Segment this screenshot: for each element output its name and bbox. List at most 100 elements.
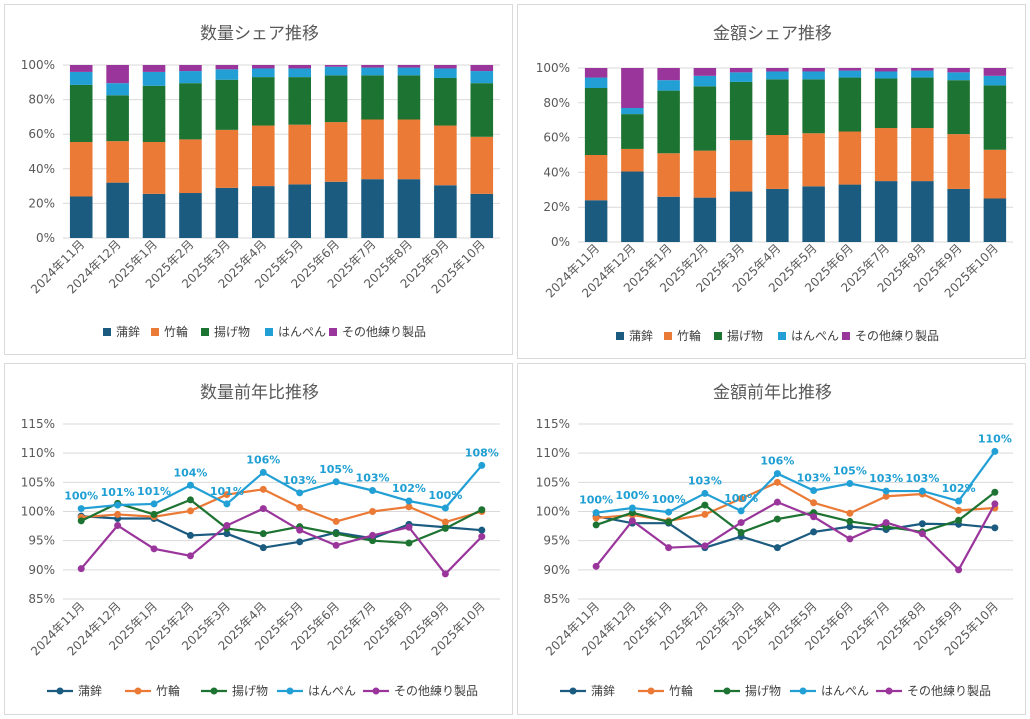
- bar-segment: [874, 68, 898, 72]
- legend-swatch: [616, 332, 624, 340]
- legend-marker: [56, 687, 64, 695]
- bar-segment: [657, 90, 680, 154]
- bar-segment: [69, 71, 93, 85]
- data-point: [737, 507, 745, 515]
- legend-label: はんぺん: [791, 329, 839, 343]
- y-tick-label: 20%: [28, 196, 55, 210]
- bar-segment: [947, 134, 970, 189]
- legend-label: はんぺん: [821, 684, 869, 698]
- y-tick-label: 95%: [28, 534, 55, 548]
- bar-segment: [838, 68, 862, 71]
- bar-segment: [434, 65, 457, 69]
- bar-segment: [106, 95, 129, 142]
- bar-segment: [911, 181, 934, 242]
- bar-segment: [69, 141, 93, 197]
- bar-segment: [802, 68, 825, 72]
- bar-segment: [470, 65, 494, 72]
- bar-segment: [838, 70, 862, 78]
- chart-panel-amount-yoy: 金額前年比推移 85% 90% 95% 100% 105% 110% 115% 2024年11月…: [517, 363, 1026, 715]
- bar-segment: [947, 188, 970, 242]
- bar-segment: [215, 187, 239, 238]
- bar-segment: [693, 75, 717, 87]
- data-point: [332, 478, 340, 486]
- bar-segment: [911, 128, 934, 182]
- bar-segment: [947, 68, 970, 73]
- series-line: [595, 450, 996, 514]
- y-tick-label: 0%: [551, 235, 570, 249]
- y-tick-label: 40%: [543, 165, 570, 179]
- series-line: [81, 464, 483, 510]
- bar-segment: [142, 65, 166, 72]
- data-point: [773, 544, 781, 552]
- y-tick-label: 110%: [536, 446, 570, 460]
- legend-swatch: [151, 328, 159, 336]
- bar-segment: [252, 186, 275, 238]
- data-point: [441, 570, 449, 578]
- data-point: [441, 524, 449, 532]
- data-point: [701, 489, 709, 497]
- bar-segment: [470, 193, 494, 238]
- data-point: [882, 487, 890, 495]
- data-point: [296, 526, 304, 534]
- data-label: 103%: [797, 472, 831, 485]
- legend-label: 竹輪: [669, 683, 693, 698]
- data-point: [369, 531, 377, 539]
- bar-segment: [397, 75, 421, 120]
- y-tick-label: 90%: [543, 563, 570, 577]
- data-label: 100%: [724, 492, 758, 505]
- data-point: [918, 530, 926, 538]
- data-point: [405, 523, 413, 531]
- data-point: [592, 521, 600, 529]
- bar-segment: [802, 133, 825, 187]
- bar-segment: [288, 68, 311, 78]
- data-point: [223, 500, 231, 508]
- data-point: [592, 514, 600, 522]
- bar-segment: [252, 125, 275, 187]
- data-point: [955, 516, 963, 524]
- bar-segment: [911, 77, 934, 129]
- y-tick-label: 60%: [543, 131, 570, 145]
- bar-segment: [106, 65, 129, 84]
- data-label: 100%: [652, 493, 686, 506]
- data-point: [441, 518, 449, 526]
- legend-swatch: [842, 332, 850, 340]
- bar-segment: [693, 197, 717, 242]
- data-label: 100%: [428, 489, 462, 502]
- bar-segment: [584, 155, 608, 201]
- y-tick-label: 60%: [28, 127, 55, 141]
- bar-segment: [288, 124, 311, 185]
- legend-swatch: [329, 328, 337, 336]
- bar-segment: [106, 83, 129, 96]
- data-label: 106%: [246, 453, 280, 466]
- data-point: [701, 501, 709, 509]
- bar-segment: [621, 68, 644, 109]
- data-label: 103%: [905, 472, 939, 485]
- data-label: 103%: [688, 474, 722, 487]
- bar-segment: [838, 77, 862, 132]
- y-tick-label: 105%: [536, 475, 570, 489]
- bar-segment: [215, 65, 239, 70]
- data-point: [223, 491, 231, 499]
- data-point: [918, 520, 926, 528]
- y-tick-label: 100%: [21, 58, 55, 72]
- y-tick-label: 100%: [536, 61, 570, 75]
- data-label: 101%: [101, 486, 135, 499]
- bar-segment: [324, 65, 348, 67]
- data-label: 103%: [283, 474, 317, 487]
- legend-label: その他練り製品: [394, 684, 478, 698]
- qty-share-chart: 数量シェア推移0%20%40%60%80%100%2024年11月2024年12…: [21, 24, 500, 339]
- y-tick-label: 80%: [543, 96, 570, 110]
- legend-label: 揚げ物: [727, 329, 763, 343]
- bar-segment: [470, 136, 494, 194]
- data-point: [405, 497, 413, 505]
- chart-title: 数量前年比推移: [200, 383, 319, 403]
- bar-segment: [69, 84, 93, 142]
- legend-swatch: [664, 332, 672, 340]
- data-point: [186, 496, 194, 504]
- bar-segment: [983, 198, 1007, 242]
- data-point: [955, 497, 963, 505]
- chart-title: 金額前年比推移: [713, 383, 832, 403]
- y-tick-label: 100%: [21, 505, 55, 519]
- legend-label: 揚げ物: [745, 684, 781, 698]
- bar-segment: [621, 148, 644, 172]
